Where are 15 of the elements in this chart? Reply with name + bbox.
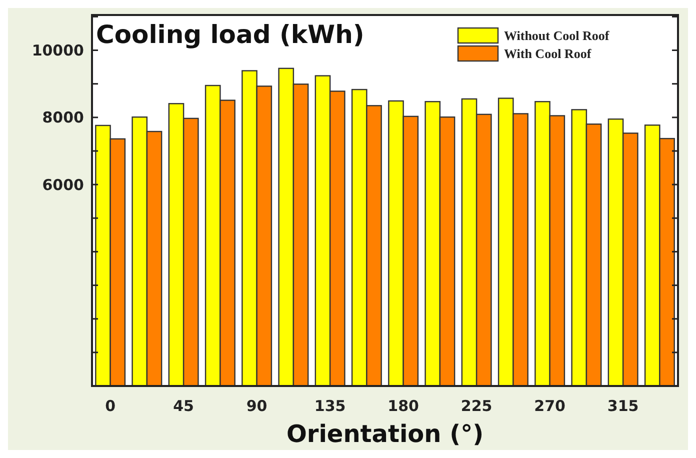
x-axis-title: Orientation (°) [286,420,484,448]
y-tick-label: 10000 [32,42,84,60]
legend-label: Without Cool Roof [504,28,610,43]
x-tick-label: 315 [607,397,639,415]
y-tick-label: 8000 [42,108,84,127]
legend-label: With Cool Roof [504,46,592,61]
x-tick-label: 270 [534,397,566,415]
x-tick-label: 225 [460,397,492,415]
x-tick-label: 180 [388,397,419,415]
y-tick-label: 6000 [42,176,84,194]
x-tick-label: 135 [314,397,346,415]
x-tick-label: 90 [246,397,268,415]
x-tick-label: 45 [173,397,194,415]
x-tick-label: 0 [105,397,116,415]
chart-title: Cooling load (kWh) [96,20,364,49]
